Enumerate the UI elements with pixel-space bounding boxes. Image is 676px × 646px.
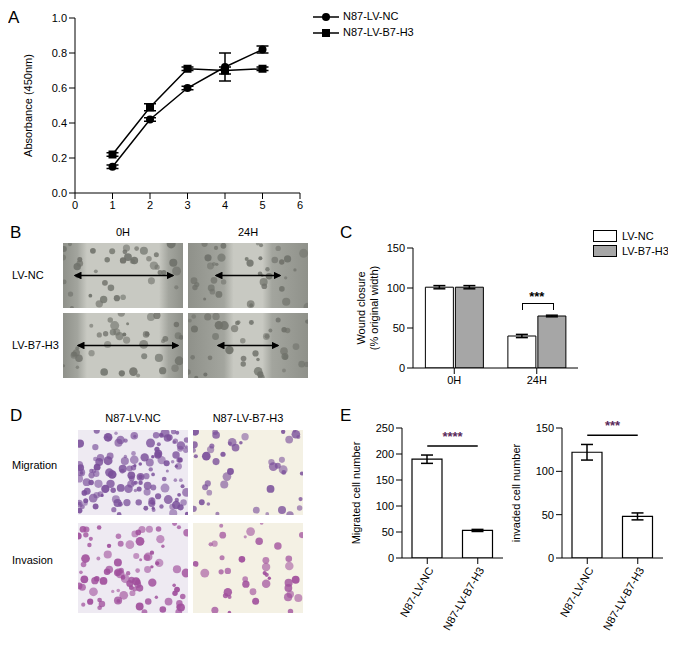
svg-text:3: 3 (184, 199, 190, 211)
svg-text:***: *** (605, 418, 621, 433)
html-text:(% original width): (% original width) (368, 265, 380, 351)
html-text:Migrated cell number: Migrated cell number (350, 441, 362, 545)
svg-text:0.2: 0.2 (52, 152, 67, 164)
html-text:N87-LV-NC: N87-LV-NC (105, 412, 161, 424)
svg-text:N87-LV-NC: N87-LV-NC (398, 565, 436, 619)
svg-text:150: 150 (376, 474, 394, 486)
svg-text:N87-LV-NC: N87-LV-NC (558, 565, 596, 619)
svg-text:0.0: 0.0 (52, 187, 67, 199)
html-text:B: B (10, 223, 22, 242)
html-text:N87-LV-NC: N87-LV-NC (343, 10, 399, 22)
svg-text:6: 6 (297, 199, 303, 211)
html-text:A: A (8, 8, 20, 27)
svg-text:0H: 0H (447, 374, 461, 386)
html-text:Migration: Migration (12, 458, 58, 471)
svg-text:1.0: 1.0 (52, 12, 67, 24)
html-text:LV-B7-H3: LV-B7-H3 (12, 338, 59, 351)
svg-text:0.8: 0.8 (52, 47, 67, 59)
html-text:Invasion: Invasion (12, 554, 53, 566)
svg-text:1: 1 (109, 199, 115, 211)
svg-text:N87-LV-B7-H3: N87-LV-B7-H3 (440, 565, 486, 632)
svg-text:100: 100 (387, 282, 405, 294)
html-text:N87-LV-B7-H3: N87-LV-B7-H3 (343, 26, 414, 39)
html-text:0H: 0H (116, 226, 130, 238)
svg-text:24H: 24H (527, 374, 547, 386)
svg-text:N87-LV-B7-H3: N87-LV-B7-H3 (600, 565, 646, 632)
svg-text:50: 50 (393, 322, 405, 334)
svg-text:0.4: 0.4 (52, 117, 67, 129)
svg-text:100: 100 (536, 465, 554, 477)
html-text:LV-B7-H3: LV-B7-H3 (622, 245, 669, 257)
html-text:LV-NC: LV-NC (12, 268, 44, 281)
html-text:C: C (340, 223, 353, 242)
svg-text:100: 100 (376, 500, 394, 512)
svg-text:150: 150 (536, 422, 554, 434)
html-text:24H: 24H (237, 226, 259, 238)
svg-text:150: 150 (387, 242, 405, 254)
html-text:N87-LV-B7-H3: N87-LV-B7-H3 (212, 412, 284, 424)
svg-text:0.6: 0.6 (52, 82, 67, 94)
html-text:Wound closure: Wound closure (355, 271, 367, 345)
svg-text:200: 200 (376, 448, 394, 460)
svg-text:0: 0 (388, 552, 394, 564)
svg-text:****: **** (442, 429, 463, 444)
html-text:invaded cell number: invaded cell number (510, 443, 522, 543)
html-text:LV-NC: LV-NC (622, 230, 654, 242)
html-text:E: E (340, 406, 352, 425)
svg-text:50: 50 (382, 526, 394, 538)
html-text:D: D (10, 406, 23, 425)
svg-text:0: 0 (399, 362, 405, 374)
svg-text:250: 250 (376, 422, 394, 434)
html-text:Absorbance (450nm): Absorbance (450nm) (22, 54, 34, 157)
svg-text:5: 5 (259, 199, 265, 211)
svg-text:2: 2 (147, 199, 153, 211)
svg-text:0: 0 (548, 552, 554, 564)
svg-text:50: 50 (542, 509, 554, 521)
svg-text:4: 4 (222, 199, 228, 211)
svg-text:0: 0 (72, 199, 78, 211)
